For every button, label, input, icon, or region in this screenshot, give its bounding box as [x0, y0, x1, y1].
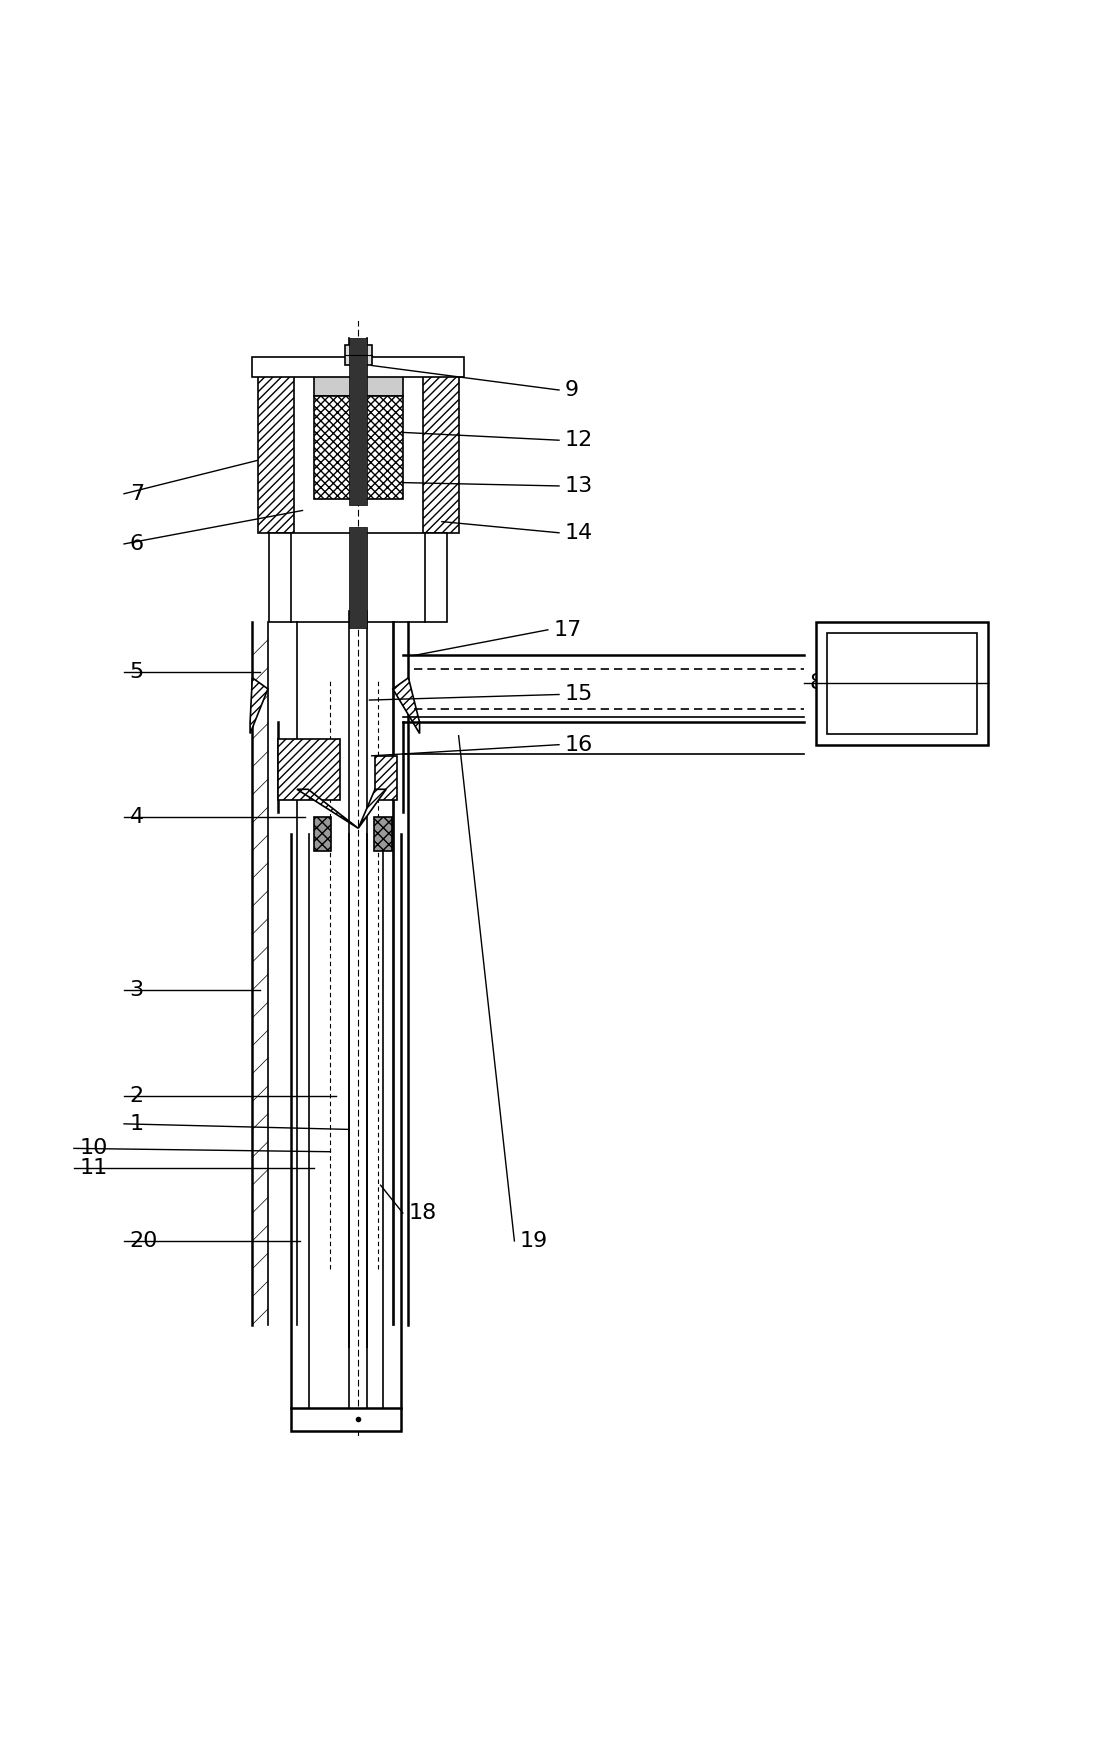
Text: 11: 11	[79, 1158, 107, 1179]
Bar	[815, 622, 988, 745]
Text: 10: 10	[79, 1139, 107, 1158]
Text: 4: 4	[130, 806, 144, 828]
Bar	[375, 756, 397, 801]
Bar	[344, 346, 371, 365]
Text: 7: 7	[130, 483, 144, 504]
Bar	[314, 395, 402, 499]
Bar	[292, 1407, 400, 1430]
Text: 19: 19	[520, 1232, 548, 1251]
Bar	[314, 371, 402, 395]
Text: 8: 8	[809, 673, 824, 694]
Polygon shape	[392, 678, 419, 733]
Bar	[258, 365, 294, 532]
Bar	[826, 633, 977, 733]
Polygon shape	[358, 789, 386, 828]
Bar	[349, 527, 367, 627]
Text: 1: 1	[130, 1114, 144, 1133]
Bar	[349, 337, 367, 504]
Polygon shape	[250, 678, 268, 733]
Text: 18: 18	[408, 1204, 437, 1223]
Text: 3: 3	[130, 980, 144, 1000]
Text: 5: 5	[130, 662, 144, 682]
Bar	[423, 365, 458, 532]
Bar	[269, 532, 447, 622]
Text: 20: 20	[130, 1232, 158, 1251]
Text: 6: 6	[130, 534, 144, 553]
Text: 16: 16	[565, 734, 593, 756]
Text: 14: 14	[565, 524, 593, 543]
Text: 12: 12	[565, 430, 593, 450]
Text: 13: 13	[565, 476, 593, 495]
Bar	[253, 357, 464, 376]
Text: 2: 2	[130, 1086, 144, 1105]
Bar	[278, 740, 340, 801]
Text: 9: 9	[565, 380, 579, 401]
Polygon shape	[297, 789, 358, 828]
Bar	[373, 817, 391, 850]
Text: 15: 15	[565, 685, 593, 705]
Bar	[314, 817, 332, 850]
Text: 17: 17	[553, 620, 581, 640]
